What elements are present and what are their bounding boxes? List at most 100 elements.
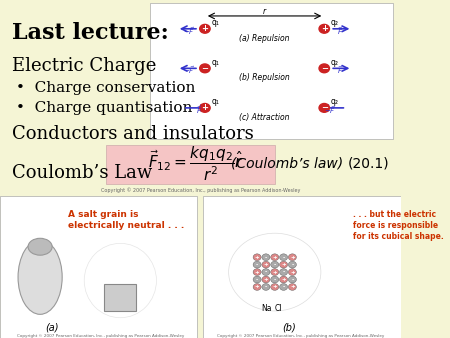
- Text: -: -: [283, 285, 285, 289]
- Text: (b) Repulsion: (b) Repulsion: [239, 73, 290, 82]
- Text: q₁: q₁: [212, 58, 219, 67]
- Text: +: +: [281, 262, 286, 267]
- Text: $\vec{F}$: $\vec{F}$: [337, 25, 343, 37]
- Text: $r$: $r$: [262, 6, 267, 16]
- Text: -: -: [291, 262, 293, 267]
- Text: $-\vec{F}$: $-\vec{F}$: [324, 104, 336, 116]
- Circle shape: [262, 261, 270, 268]
- Circle shape: [262, 269, 270, 275]
- Circle shape: [253, 284, 261, 290]
- FancyBboxPatch shape: [106, 145, 275, 184]
- Circle shape: [288, 261, 297, 268]
- Circle shape: [279, 261, 288, 268]
- Circle shape: [253, 254, 261, 261]
- Text: (a): (a): [45, 323, 59, 333]
- Text: +: +: [272, 255, 277, 260]
- Text: q₁: q₁: [212, 97, 219, 106]
- Text: +: +: [202, 24, 208, 33]
- Circle shape: [279, 276, 288, 283]
- Text: -: -: [256, 277, 258, 282]
- Text: +: +: [290, 285, 295, 289]
- Circle shape: [253, 261, 261, 268]
- Circle shape: [253, 269, 261, 275]
- Text: +: +: [272, 270, 277, 274]
- Circle shape: [200, 64, 210, 73]
- Text: -: -: [256, 262, 258, 267]
- Circle shape: [262, 284, 270, 290]
- FancyBboxPatch shape: [104, 284, 136, 311]
- Circle shape: [319, 64, 329, 73]
- FancyBboxPatch shape: [150, 3, 393, 139]
- Circle shape: [288, 276, 297, 283]
- Circle shape: [279, 254, 288, 261]
- Text: +: +: [281, 277, 286, 282]
- Text: +: +: [264, 262, 268, 267]
- Text: $-\vec{F}$: $-\vec{F}$: [183, 65, 195, 76]
- Text: +: +: [202, 103, 208, 113]
- Text: +: +: [255, 285, 259, 289]
- Text: (20.1): (20.1): [347, 157, 389, 171]
- Circle shape: [319, 103, 329, 112]
- Ellipse shape: [28, 238, 52, 255]
- Text: +: +: [264, 277, 268, 282]
- Text: -: -: [274, 277, 276, 282]
- Text: Copyright © 2007 Pearson Education, Inc., publishing as Pearson Addison-Wesley: Copyright © 2007 Pearson Education, Inc.…: [101, 188, 300, 193]
- Text: −: −: [321, 64, 328, 73]
- FancyBboxPatch shape: [202, 196, 401, 338]
- Text: Na: Na: [261, 304, 272, 313]
- Text: Coulomb’s Law: Coulomb’s Law: [12, 164, 152, 182]
- Text: +: +: [290, 270, 295, 274]
- Circle shape: [319, 24, 329, 33]
- Text: •  Charge conservation: • Charge conservation: [16, 81, 195, 95]
- Text: +: +: [321, 24, 328, 33]
- Text: +: +: [255, 270, 259, 274]
- Circle shape: [229, 233, 321, 311]
- Circle shape: [253, 276, 261, 283]
- Text: q₁: q₁: [212, 18, 219, 27]
- Circle shape: [262, 254, 270, 261]
- Text: A salt grain is
electrically neutral . . .: A salt grain is electrically neutral . .…: [68, 210, 184, 230]
- Text: Conductors and insulators: Conductors and insulators: [12, 125, 254, 143]
- Text: -: -: [291, 277, 293, 282]
- Text: +: +: [272, 285, 277, 289]
- Text: (Coulomb’s law): (Coulomb’s law): [231, 157, 343, 171]
- Circle shape: [271, 269, 279, 275]
- Text: +: +: [290, 255, 295, 260]
- Circle shape: [288, 254, 297, 261]
- Text: +: +: [255, 255, 259, 260]
- Text: Copyright © 2007 Pearson Education, Inc., publishing as Pearson Addison-Wesley: Copyright © 2007 Pearson Education, Inc.…: [217, 334, 384, 338]
- Circle shape: [271, 261, 279, 268]
- FancyBboxPatch shape: [0, 196, 197, 338]
- Text: . . . but the electric
force is responsible
for its cubical shape.: . . . but the electric force is responsi…: [353, 210, 444, 241]
- Text: −: −: [321, 103, 328, 113]
- Text: $\vec{F}$: $\vec{F}$: [337, 65, 343, 76]
- Text: -: -: [265, 270, 267, 274]
- Circle shape: [279, 269, 288, 275]
- Circle shape: [288, 269, 297, 275]
- Text: -: -: [265, 255, 267, 260]
- Circle shape: [262, 276, 270, 283]
- Text: (c) Attraction: (c) Attraction: [239, 113, 290, 122]
- Text: q₂: q₂: [331, 18, 339, 27]
- Text: $-\vec{F}$: $-\vec{F}$: [183, 25, 195, 37]
- Text: -: -: [265, 285, 267, 289]
- Text: $\vec{F}_{12} = \dfrac{kq_1q_2}{r^2}\hat{r}$: $\vec{F}_{12} = \dfrac{kq_1q_2}{r^2}\hat…: [148, 145, 244, 183]
- Text: Cl: Cl: [275, 304, 283, 313]
- Circle shape: [271, 276, 279, 283]
- Text: (a) Repulsion: (a) Repulsion: [239, 33, 290, 43]
- Circle shape: [271, 254, 279, 261]
- Ellipse shape: [18, 240, 62, 314]
- Text: $\vec{F}$: $\vec{F}$: [196, 104, 202, 116]
- Text: -: -: [283, 255, 285, 260]
- Circle shape: [200, 24, 210, 33]
- Circle shape: [288, 284, 297, 290]
- Text: Last lecture:: Last lecture:: [12, 22, 169, 44]
- Text: -: -: [274, 262, 276, 267]
- Text: q₂: q₂: [331, 58, 339, 67]
- Text: −: −: [202, 64, 208, 73]
- Text: (b): (b): [282, 323, 296, 333]
- Text: •  Charge quantisation: • Charge quantisation: [16, 101, 193, 115]
- Text: q₂: q₂: [331, 97, 339, 106]
- Circle shape: [271, 284, 279, 290]
- Text: Electric Charge: Electric Charge: [12, 57, 157, 75]
